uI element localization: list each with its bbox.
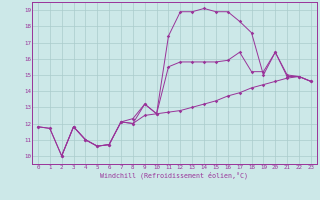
X-axis label: Windchill (Refroidissement éolien,°C): Windchill (Refroidissement éolien,°C): [100, 171, 248, 179]
